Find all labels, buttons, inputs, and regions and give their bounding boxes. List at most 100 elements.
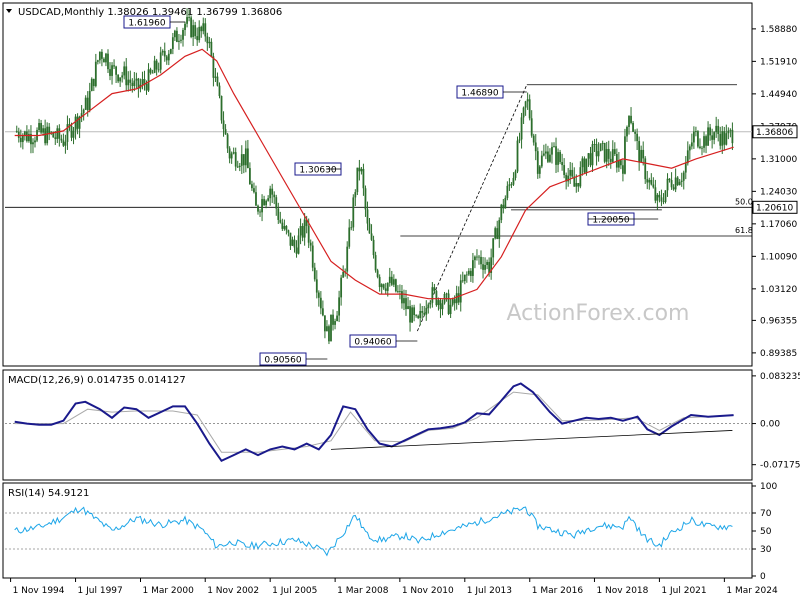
candle-body xyxy=(153,60,156,73)
candle-body xyxy=(431,287,434,303)
candle-body xyxy=(593,144,596,145)
candle-body xyxy=(407,306,409,310)
candle-body xyxy=(508,184,511,186)
candle-body xyxy=(28,133,30,142)
candle-body xyxy=(532,135,535,143)
candle-body xyxy=(660,197,663,202)
rsi-panel-frame xyxy=(2,482,753,579)
candle-body xyxy=(155,60,158,70)
candle-body xyxy=(666,178,669,191)
candle-body xyxy=(498,220,501,239)
rsi-tick-label: 100 xyxy=(760,482,777,492)
candle-body xyxy=(192,25,195,37)
time-tick-label: 1 Jul 2005 xyxy=(272,586,317,596)
candle-body xyxy=(350,227,353,229)
time-tick-label: 1 Nov 2002 xyxy=(207,586,259,596)
price-tick-label: 0.89385 xyxy=(760,349,797,359)
candle-body xyxy=(163,50,166,57)
candle-body xyxy=(457,293,460,303)
candle-body xyxy=(167,53,170,61)
candle-body xyxy=(336,315,338,322)
macd-trendline xyxy=(330,430,733,450)
candle-body xyxy=(713,132,716,140)
candle-body xyxy=(42,128,45,133)
candle-body xyxy=(334,321,336,325)
candle-body xyxy=(198,26,201,41)
candle-body xyxy=(697,131,699,147)
price-tick-label: 1.10090 xyxy=(760,252,797,262)
candle-body xyxy=(674,177,677,190)
candle-body xyxy=(403,298,405,304)
macd-panel: MACD(12,26,9) 0.014735 0.014127 0.083235… xyxy=(2,369,800,481)
rsi-panel: RSI(14) 54.9121 100 70 50 30 0 xyxy=(2,482,777,582)
candle-body xyxy=(686,150,689,164)
candle-body xyxy=(486,261,488,266)
time-tick-label: 1 Mar 2024 xyxy=(726,586,778,596)
candle-body xyxy=(500,204,503,221)
candle-body xyxy=(372,239,375,256)
candle-body xyxy=(729,129,732,131)
price-tick-label: 1.44940 xyxy=(760,90,797,100)
candle-body xyxy=(232,152,235,154)
candle-body xyxy=(107,53,109,70)
rsi-line xyxy=(14,506,733,557)
candle-body xyxy=(591,144,594,166)
collapse-triangle-icon[interactable] xyxy=(6,9,12,13)
candle-body xyxy=(461,280,464,282)
candle-body xyxy=(240,154,243,166)
candle-body xyxy=(413,307,416,316)
candle-body xyxy=(74,116,77,131)
candle-body xyxy=(617,160,620,168)
candle-body xyxy=(218,85,221,97)
candle-body xyxy=(557,152,559,165)
candle-body xyxy=(295,247,298,254)
rsi-tick-label: 70 xyxy=(760,509,772,519)
price-annotation-label: 1.20050 xyxy=(592,216,629,226)
candle-body xyxy=(488,261,491,273)
candle-body xyxy=(636,133,639,142)
candle-body xyxy=(194,25,197,37)
candle-body xyxy=(141,79,144,85)
candle-body xyxy=(482,264,484,270)
candle-body xyxy=(133,80,136,87)
candle-body xyxy=(125,66,128,86)
candle-body xyxy=(644,158,647,180)
candle-body xyxy=(524,101,527,108)
candle-body xyxy=(210,41,213,57)
candle-body xyxy=(469,270,472,276)
candle-body xyxy=(642,149,645,159)
candle-body xyxy=(628,115,630,127)
candle-body xyxy=(506,185,509,198)
candle-body xyxy=(356,167,359,193)
candle-body xyxy=(567,175,570,182)
candle-body xyxy=(678,181,681,185)
candle-body xyxy=(597,151,600,157)
candle-body xyxy=(105,53,107,63)
candle-body xyxy=(315,279,318,293)
candle-body xyxy=(230,153,233,159)
candle-body xyxy=(384,288,387,291)
candle-body xyxy=(196,36,199,41)
candle-body xyxy=(463,274,466,282)
candle-body xyxy=(358,167,361,172)
candle-body xyxy=(640,149,643,163)
macd-panel-frame xyxy=(2,369,753,481)
price-panel-frame xyxy=(2,2,753,367)
candle-body xyxy=(427,304,430,308)
candle-body xyxy=(638,141,641,163)
candle-body xyxy=(370,233,373,240)
candle-body xyxy=(117,74,120,82)
candle-body xyxy=(48,126,51,133)
candle-body xyxy=(319,297,322,309)
price-tick-label: 1.24030 xyxy=(760,187,797,197)
price-annotations: 1.61960 1.30630 0.90560 0.94060 1.46890 1.200… xyxy=(123,15,659,366)
price-tick-label: 1.51910 xyxy=(760,57,797,67)
candle-body xyxy=(581,158,584,168)
candle-body xyxy=(332,314,334,325)
candle-body xyxy=(630,115,632,123)
symbol-text: USDCAD xyxy=(18,7,61,18)
candle-body xyxy=(257,205,259,212)
macd-tick-label: 0.083235 xyxy=(760,372,800,382)
candle-body xyxy=(64,141,67,146)
